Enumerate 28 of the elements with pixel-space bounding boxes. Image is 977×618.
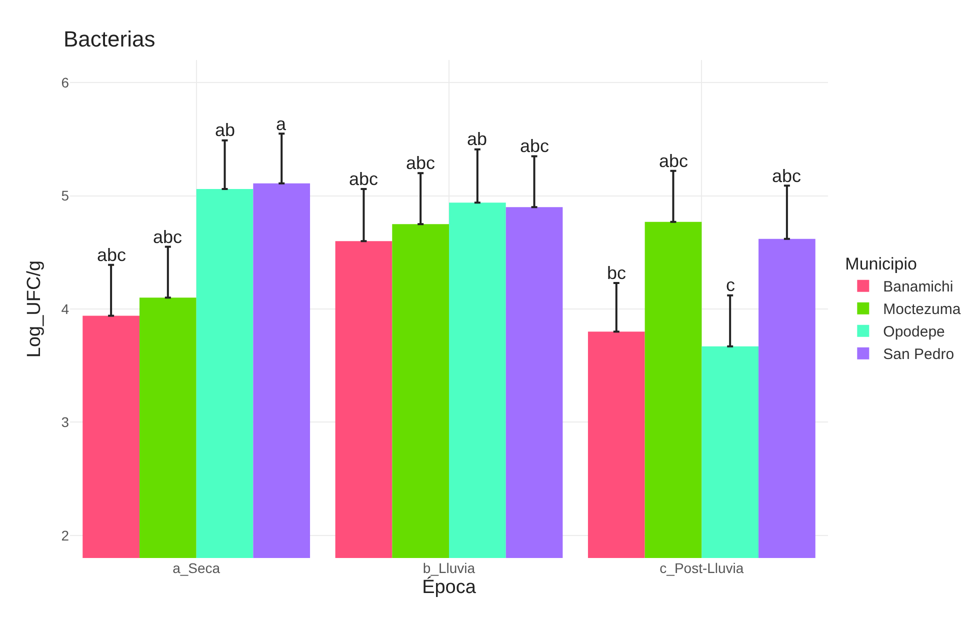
y-tick-label: 2: [61, 527, 70, 544]
data-label: abc: [349, 169, 378, 189]
y-tick-label: 5: [61, 188, 70, 204]
chart-title: Bacterias: [64, 26, 156, 52]
legend-label: San Pedro: [883, 346, 954, 364]
legend-title: Municipio: [845, 254, 917, 274]
y-tick-label: 4: [61, 300, 70, 317]
data-label: abc: [520, 136, 550, 156]
data-label: abc: [772, 166, 802, 186]
y-tick-label: 6: [61, 74, 70, 91]
data-label: ab: [467, 129, 488, 149]
data-label: bc: [607, 263, 626, 283]
legend-label: Opodepe: [883, 324, 945, 341]
data-label: a: [276, 114, 287, 134]
x-tick-label: a_Seca: [172, 560, 220, 576]
data-label: abc: [406, 153, 436, 173]
data-label: abc: [659, 151, 688, 171]
legend-label: Moctezuma: [883, 301, 962, 318]
legend-label: Banamichi: [883, 278, 954, 296]
data-label: c: [726, 275, 735, 295]
y-axis-title: Log_UFC/g: [24, 260, 46, 358]
x-tick-label: b_Lluvia: [422, 560, 476, 576]
data-label: abc: [97, 245, 126, 265]
x-axis-title: Época: [422, 576, 476, 598]
x-tick-label: c_Post-Lluvia: [660, 560, 744, 576]
data-label: abc: [153, 227, 182, 247]
y-tick-label: 3: [61, 414, 70, 430]
data-label: ab: [215, 120, 236, 140]
